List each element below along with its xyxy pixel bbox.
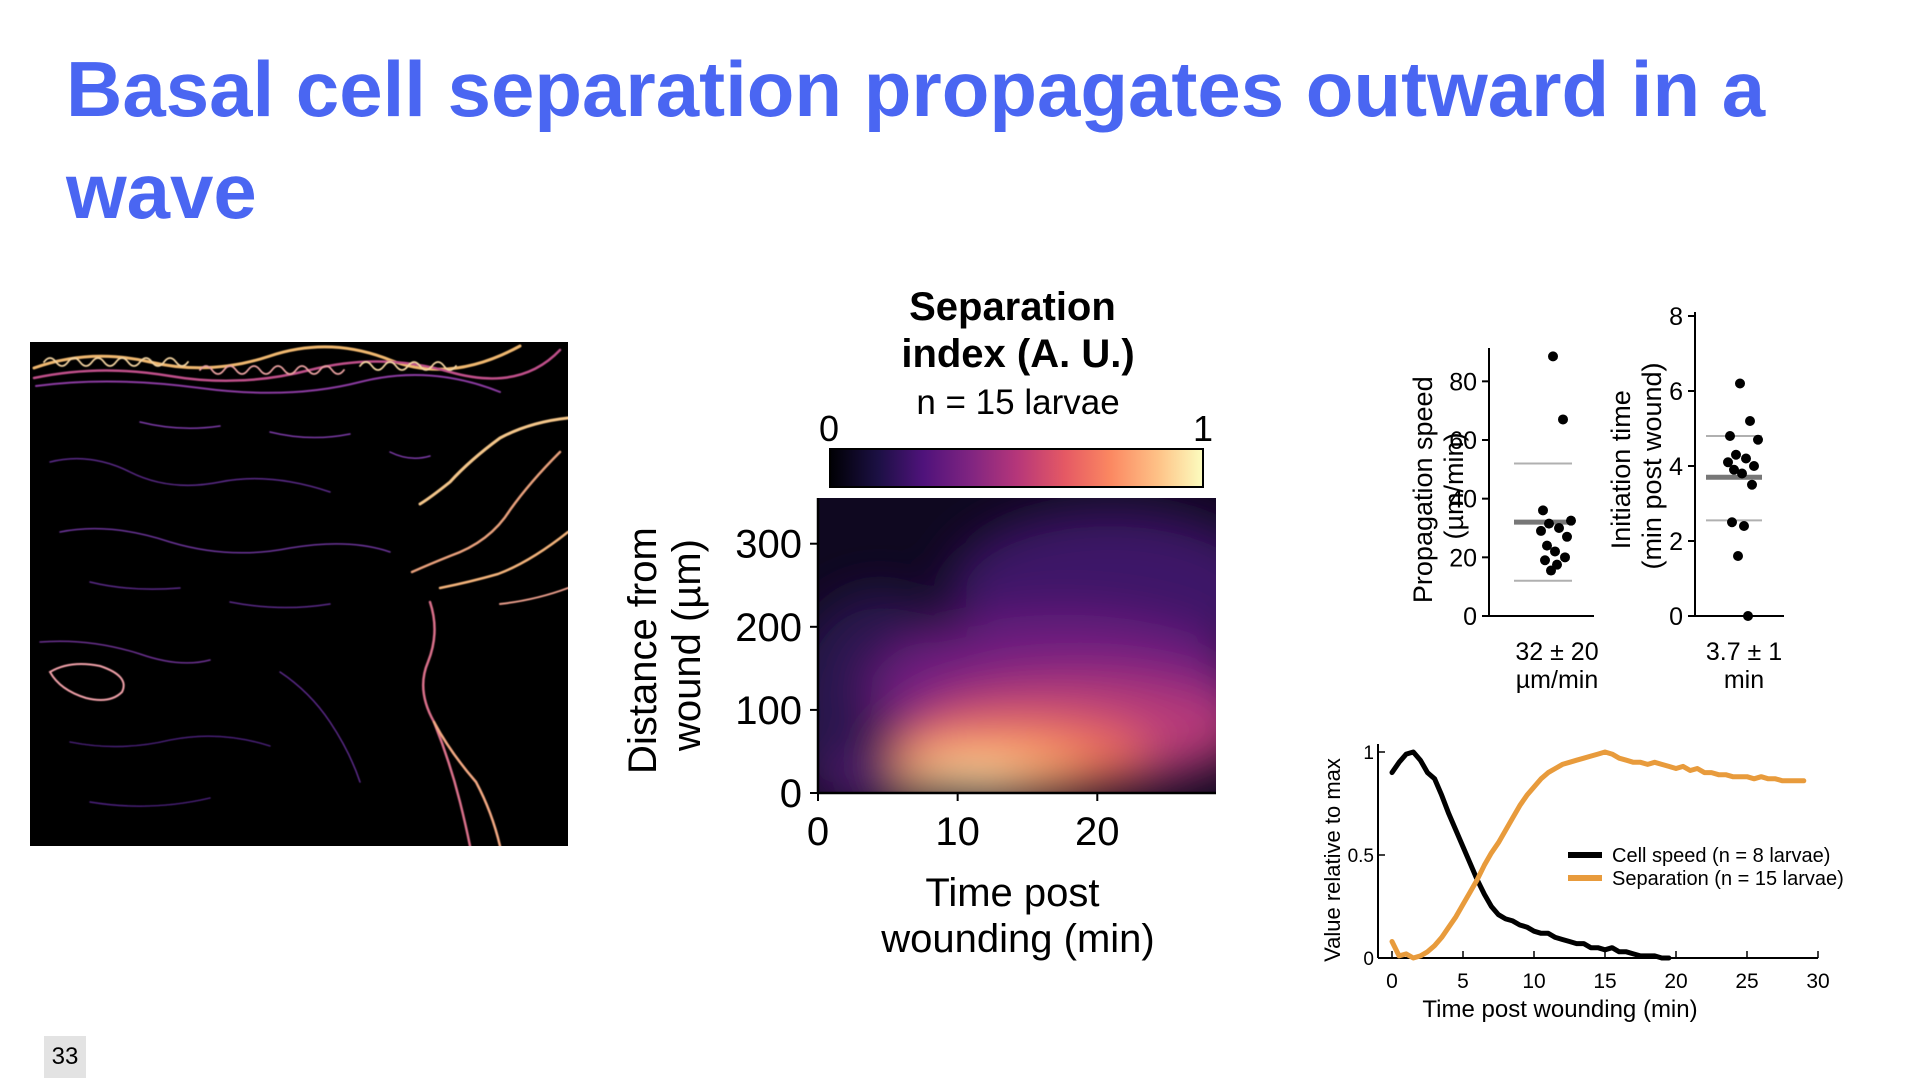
heatmap-subtitle: n = 15 larvae [916, 383, 1119, 422]
propagation-speed-chart: 0 20 40 60 80 Propagation speed (µm/min) 32 … [1408, 348, 1599, 694]
line-chart-y-tick-label: 1 [1363, 743, 1374, 764]
scatter-point [1550, 546, 1560, 557]
legend-label-cell-speed: Cell speed (n = 8 larvae) [1612, 845, 1830, 867]
heatmap-y-label-line-1: Distance from [621, 527, 665, 774]
scatter-point [1544, 518, 1554, 529]
scatter-y-tick-label: 80 [1449, 368, 1477, 396]
scatter-point [1731, 449, 1741, 460]
line-chart-x-tick-label: 10 [1522, 970, 1545, 993]
heatmap-y-label-line-2: wound (µm) [665, 539, 709, 752]
colorbar-min-label: 0 [819, 408, 839, 449]
scatter-y-tick-label: 60 [1449, 427, 1477, 455]
scatter-point [1737, 468, 1747, 479]
scatter-y-tick-label: 4 [1669, 453, 1683, 481]
line-chart-y-tick-label: 0 [1363, 949, 1374, 970]
heatmap-x-tick-label: 20 [1075, 810, 1120, 854]
heatmap-y-tick-label: 100 [735, 689, 802, 733]
line-chart-x-tick-label: 0 [1386, 970, 1398, 993]
scatter-point [1562, 531, 1572, 542]
line-chart-y-tick-label: 0.5 [1348, 846, 1374, 867]
scatter-point [1753, 434, 1763, 445]
scatter-point [1548, 351, 1558, 362]
line-chart-x-tick-label: 20 [1664, 970, 1687, 993]
line-chart-x-tick-label: 25 [1735, 970, 1758, 993]
scatter-point [1566, 515, 1576, 526]
propagation-speed-y-label: Propagation speed (µm/min) [1408, 369, 1469, 603]
initiation-time-unit: min [1724, 666, 1764, 694]
scatter-point [1741, 453, 1751, 464]
colorbar-max-label: 1 [1193, 408, 1213, 449]
relative-value-line-chart: 0 5 10 15 20 25 30 0 0.5 1 Time post wounding (mi… [1320, 743, 1844, 1023]
line-chart-x-label: Time post wounding (min) [1422, 996, 1697, 1023]
scatter-y-tick-label: 20 [1449, 544, 1477, 572]
separation-line [1389, 749, 1807, 961]
legend-label-separation: Separation (n = 15 larvae) [1612, 868, 1844, 890]
scatter-point [1554, 523, 1564, 533]
heatmap-title-line-1: Separation [909, 285, 1116, 329]
scatter-point [1739, 521, 1749, 531]
heatmap-x-tick-label: 10 [935, 810, 980, 854]
line-chart-y-label: Value relative to max [1320, 758, 1345, 962]
cell-speed-line [1389, 749, 1672, 961]
heatmap-x-tick-label: 0 [807, 810, 829, 854]
scatter-point [1747, 479, 1757, 490]
scatter-point [1735, 378, 1745, 389]
initiation-time-chart: 0 2 4 6 8 Initiation time (min post wound) 3… [1606, 303, 1784, 694]
scatter-point [1727, 517, 1737, 528]
scatter-y-tick-label: 2 [1669, 528, 1683, 556]
propagation-speed-unit: µm/min [1516, 666, 1598, 694]
propagation-speed-y-label-line-2: (µm/min) [1439, 432, 1469, 539]
scatter-y-tick-label: 8 [1669, 303, 1683, 331]
scatter-point [1536, 525, 1546, 536]
scatter-point [1743, 611, 1753, 621]
line-chart-x-tick-label: 5 [1457, 970, 1469, 993]
scatter-point [1729, 464, 1739, 475]
scatter-y-tick-label: 0 [1463, 603, 1477, 631]
heatmap-x-label-line-2: wounding (min) [880, 917, 1154, 961]
scatter-point [1540, 555, 1550, 566]
line-chart-x-tick-label: 15 [1593, 970, 1616, 993]
micrograph-image [30, 342, 568, 846]
scatter-point [1733, 551, 1743, 561]
heatmap-chart: Separation index (A. U.) n = 15 larvae 0… [621, 285, 1216, 961]
heatmap-y-label: Distance from wound (µm) [621, 516, 709, 774]
scatter-point [1745, 416, 1755, 426]
heatmap-y-tick-label: 200 [735, 606, 802, 650]
scatter-y-tick-label: 0 [1669, 603, 1683, 631]
scatter-point [1546, 565, 1556, 576]
heatmap-y-tick-label: 0 [780, 772, 802, 816]
scatter-y-tick-label: 40 [1449, 486, 1477, 514]
heatmap-x-label-line-1: Time post [925, 871, 1099, 915]
propagation-speed-summary: 32 ± 20 [1515, 638, 1598, 666]
page-number: 33 [44, 1036, 86, 1078]
scatter-point [1560, 552, 1570, 563]
scatter-point [1558, 414, 1568, 425]
scatter-y-tick-label: 6 [1669, 378, 1683, 406]
line-chart-x-tick-label: 30 [1806, 970, 1829, 993]
initiation-time-y-label: Initiation time (min post wound) [1606, 362, 1667, 569]
heatmap-plot-area [818, 498, 1216, 793]
heatmap-x-label: Time post wounding (min) [880, 871, 1154, 961]
heatmap-title-line-2: index (A. U.) [901, 332, 1134, 376]
heatmap-y-tick-label: 300 [735, 523, 802, 567]
propagation-speed-y-label-line-1: Propagation speed [1408, 376, 1438, 603]
colorbar [829, 448, 1204, 488]
scatter-point [1538, 505, 1548, 516]
scatter-point [1723, 457, 1733, 468]
scatter-point [1749, 461, 1759, 471]
initiation-time-y-label-line-1: Initiation time [1606, 390, 1636, 549]
initiation-time-y-label-line-2: (min post wound) [1637, 362, 1667, 569]
initiation-time-summary: 3.7 ± 1 [1706, 638, 1782, 666]
heatmap-title: Separation index (A. U.) [901, 285, 1134, 376]
scatter-point [1725, 431, 1735, 441]
scatter-point [1542, 540, 1552, 551]
slide-title: Basal cell separation propagates outward… [66, 45, 1766, 235]
